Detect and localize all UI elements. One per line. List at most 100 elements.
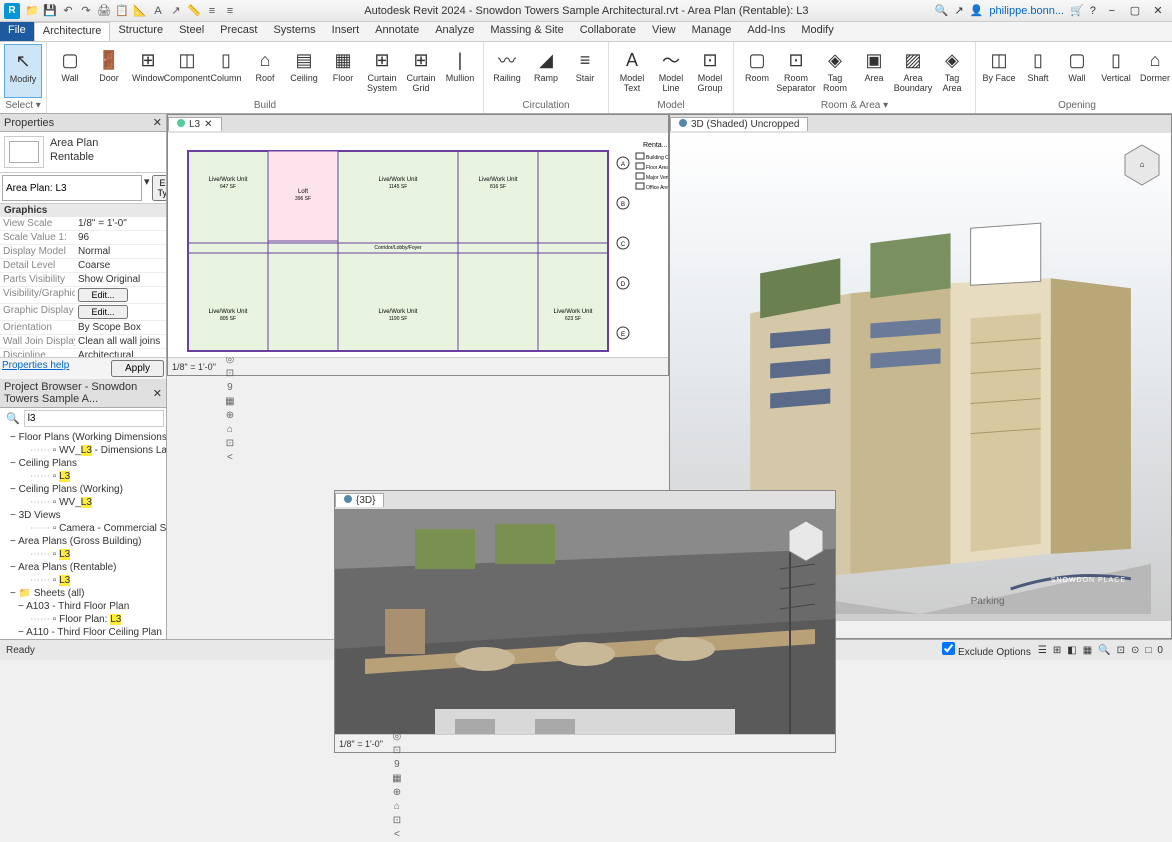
menu-tab-add-ins[interactable]: Add-Ins <box>739 22 793 41</box>
ribbon-wall-button[interactable]: ▢Wall <box>51 44 89 98</box>
ribbon-railing-button[interactable]: 〰Railing <box>488 44 526 98</box>
qat-button[interactable]: A <box>150 3 166 19</box>
qat-button[interactable]: ≡ <box>222 3 238 19</box>
statusbar-icon[interactable]: ▦ <box>1080 645 1095 656</box>
type-selector-input[interactable] <box>2 175 142 201</box>
statusbar-icon[interactable]: □ <box>1142 645 1154 656</box>
menu-tab-modify[interactable]: Modify <box>793 22 841 41</box>
viewport-tab[interactable]: 3D (Shaded) Uncropped <box>670 117 808 131</box>
edit-button[interactable]: Edit... <box>78 305 128 319</box>
scale-label[interactable]: 1/8" = 1'-0" <box>339 739 383 749</box>
vp-tool-icon[interactable]: < <box>390 828 404 842</box>
tree-item[interactable]: ⋯⋯ ▫ WV_L3 <box>2 496 164 509</box>
tree-item[interactable]: − Area Plans (Rentable) <box>2 561 164 574</box>
ribbon-ramp-button[interactable]: ◢Ramp <box>527 44 565 98</box>
menu-tab-insert[interactable]: Insert <box>324 22 368 41</box>
statusbar-icon[interactable]: ☰ <box>1035 645 1050 656</box>
close-icon[interactable]: ✕ <box>153 116 162 129</box>
property-value[interactable]: Normal <box>75 245 166 258</box>
menu-tab-architecture[interactable]: Architecture <box>34 22 111 41</box>
property-value[interactable]: Coarse <box>75 259 166 272</box>
qat-button[interactable]: 💾 <box>42 3 58 19</box>
statusbar-icon[interactable]: ⊙ <box>1128 645 1142 656</box>
vp-tool-icon[interactable]: ⊡ <box>390 744 404 758</box>
ribbon-model-line-button[interactable]: 〜Model Line <box>652 44 690 98</box>
qat-button[interactable]: 🖨 <box>96 3 112 19</box>
property-row[interactable]: Parts VisibilityShow Original <box>0 273 166 287</box>
menu-tab-massing-site[interactable]: Massing & Site <box>482 22 571 41</box>
vp-tool-icon[interactable]: 9 <box>223 381 237 395</box>
qat-button[interactable]: ↷ <box>78 3 94 19</box>
ribbon-modify-button[interactable]: ↖Modify <box>4 44 42 98</box>
ribbon-ceiling-button[interactable]: ▤Ceiling <box>285 44 323 98</box>
ribbon-wall-button[interactable]: ▢Wall <box>1058 44 1096 98</box>
viewport-floorplan[interactable]: L3 ✕ Live/Work Unit <box>167 114 669 376</box>
statusbar-icon[interactable]: ◧ <box>1064 645 1079 656</box>
viewcube[interactable]: ⌂ <box>1117 137 1167 187</box>
property-value[interactable]: Edit... <box>75 304 166 320</box>
ribbon-roof-button[interactable]: ⌂Roof <box>246 44 284 98</box>
menu-tab-steel[interactable]: Steel <box>171 22 212 41</box>
tree-item[interactable]: ⋯⋯ ▫ L3 <box>2 470 164 483</box>
expand-icon[interactable]: − <box>10 510 16 521</box>
expand-icon[interactable]: − <box>10 484 16 495</box>
browser-search-input[interactable] <box>24 410 164 427</box>
property-row[interactable]: Detail LevelCoarse <box>0 259 166 273</box>
property-value[interactable]: Show Original <box>75 273 166 286</box>
property-row[interactable]: OrientationBy Scope Box <box>0 321 166 335</box>
ribbon-stair-button[interactable]: ≡Stair <box>566 44 604 98</box>
property-row[interactable]: DisciplineArchitectural <box>0 349 166 357</box>
tree-item[interactable]: − Floor Plans (Working Dimensions) <box>2 431 164 444</box>
tree-item[interactable]: − Ceiling Plans <box>2 457 164 470</box>
maximize-button[interactable]: ▢ <box>1125 4 1145 17</box>
property-row[interactable]: Wall Join DisplayClean all wall joins <box>0 335 166 349</box>
vp-tool-icon[interactable]: ▦ <box>390 772 404 786</box>
minimize-button[interactable]: − <box>1102 5 1122 17</box>
statusbar-icon[interactable]: ⊡ <box>1114 645 1128 656</box>
property-value[interactable]: By Scope Box <box>75 321 166 334</box>
statusbar-icon[interactable]: 0 <box>1154 645 1166 656</box>
menu-tab-annotate[interactable]: Annotate <box>367 22 427 41</box>
expand-icon[interactable]: − <box>18 601 24 612</box>
ribbon-tag-room-button[interactable]: ◈Tag Room <box>816 44 854 98</box>
expand-icon[interactable]: − <box>10 562 16 573</box>
user-avatar-icon[interactable]: 👤 <box>970 4 984 17</box>
qat-button[interactable]: ↗ <box>168 3 184 19</box>
ribbon-room-separator-button[interactable]: ⊡Room Separator <box>777 44 815 98</box>
vp-tool-icon[interactable]: ⊡ <box>223 367 237 381</box>
qat-button[interactable]: 📏 <box>186 3 202 19</box>
tree-item[interactable]: ⋯⋯ ▫ L3 <box>2 548 164 561</box>
interior-3d-canvas[interactable] <box>335 509 835 734</box>
vp-tool-icon[interactable]: ⊕ <box>390 786 404 800</box>
app-logo[interactable]: R <box>4 3 20 19</box>
ribbon-model-text-button[interactable]: AModel Text <box>613 44 651 98</box>
vp-tool-icon[interactable]: ⊡ <box>390 814 404 828</box>
close-tab-icon[interactable]: ✕ <box>204 119 212 130</box>
tree-item[interactable]: ⋯⋯ ▫ Camera - Commercial Space L3 <box>2 522 164 535</box>
tree-item[interactable]: − 3D Views <box>2 509 164 522</box>
ribbon-floor-button[interactable]: ▦Floor <box>324 44 362 98</box>
share-icon[interactable]: ↗ <box>955 4 964 17</box>
ribbon-column-button[interactable]: ▯Column <box>207 44 245 98</box>
qat-button[interactable]: 📐 <box>132 3 148 19</box>
properties-help-link[interactable]: Properties help <box>2 360 69 377</box>
ribbon-area-button[interactable]: ▣Area <box>855 44 893 98</box>
property-row[interactable]: Display ModelNormal <box>0 245 166 259</box>
ribbon-mullion-button[interactable]: |Mullion <box>441 44 479 98</box>
statusbar-icon[interactable]: 🔍 <box>1095 645 1113 656</box>
property-row[interactable]: Graphic Display O...Edit... <box>0 304 166 321</box>
ribbon-model-group-button[interactable]: ⊡Model Group <box>691 44 729 98</box>
expand-icon[interactable]: − <box>18 627 24 638</box>
menu-tab-view[interactable]: View <box>644 22 684 41</box>
vp-tool-icon[interactable]: ▦ <box>223 395 237 409</box>
ribbon-curtain-grid-button[interactable]: ⊞Curtain Grid <box>402 44 440 98</box>
edit-type-button[interactable]: Edit Type <box>152 175 166 201</box>
ribbon-vertical-button[interactable]: ▯Vertical <box>1097 44 1135 98</box>
ribbon-window-button[interactable]: ⊞Window <box>129 44 167 98</box>
property-row[interactable]: Scale Value 1:96 <box>0 231 166 245</box>
vp-tool-icon[interactable]: ⊡ <box>223 437 237 451</box>
property-value[interactable]: Architectural <box>75 349 166 357</box>
property-row[interactable]: Visibility/Graphics ...Edit... <box>0 287 166 304</box>
viewport-3d-interior[interactable]: {3D} <box>334 490 836 753</box>
close-icon[interactable]: ✕ <box>153 387 162 400</box>
